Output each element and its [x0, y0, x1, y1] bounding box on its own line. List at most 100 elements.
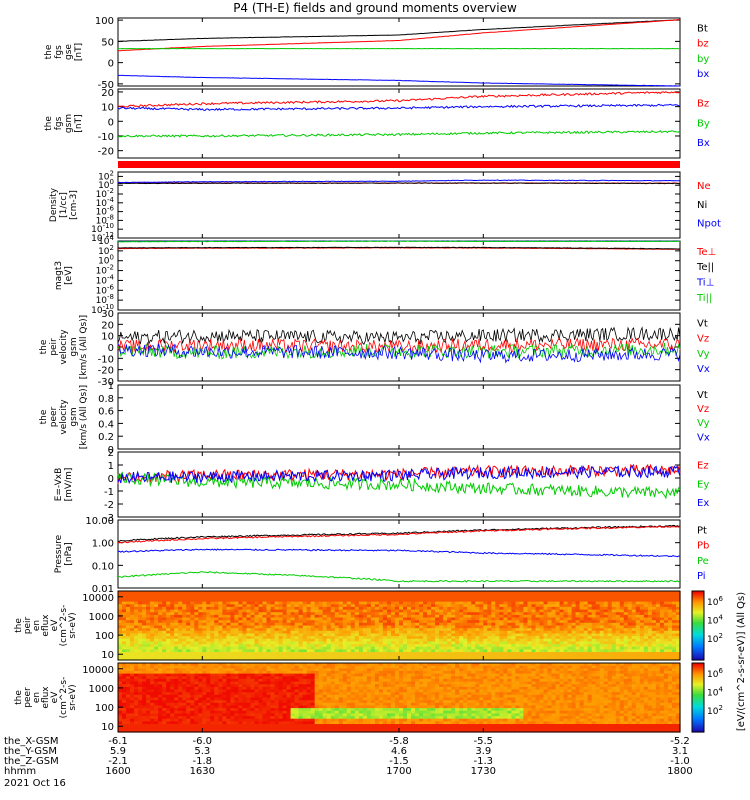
heatmap-cell	[198, 601, 203, 605]
heatmap-cell	[539, 649, 545, 653]
heatmap-cell	[655, 649, 661, 653]
heatmap-cell	[387, 601, 392, 605]
y-tick-label: 100	[98, 178, 114, 191]
heatmap-cell	[463, 625, 468, 629]
heatmap-cell	[258, 721, 264, 725]
heatmap-cell	[623, 636, 629, 640]
heatmap-cell	[655, 620, 661, 624]
heatmap-cell	[134, 684, 139, 688]
heatmap-cell	[202, 671, 207, 675]
panel-peir-velocity: -30-20-100102030thepeirvelocitygsm[km/s …	[39, 309, 710, 388]
heatmap-cell	[306, 617, 312, 621]
heatmap-cell	[142, 593, 147, 597]
heatmap-cell	[246, 673, 252, 677]
heatmap-cell	[166, 713, 171, 717]
heatmap-cell	[130, 678, 135, 683]
heatmap-cell	[218, 716, 223, 720]
heatmap-cell	[198, 697, 203, 701]
heatmap-cell	[463, 596, 468, 600]
heatmap-cell	[587, 612, 593, 616]
heatmap-cell	[222, 620, 227, 624]
heatmap-cell	[467, 641, 472, 645]
heatmap-cell	[170, 649, 175, 653]
heatmap-cell	[635, 638, 641, 643]
heatmap-cell	[266, 686, 272, 691]
heatmap-cell	[479, 630, 484, 635]
heatmap-cell	[595, 620, 601, 624]
heatmap-cell	[138, 726, 143, 730]
heatmap-cell	[411, 636, 416, 640]
heatmap-cell	[242, 718, 247, 722]
heatmap-cell	[366, 630, 372, 635]
heatmap-cell	[254, 673, 260, 677]
heatmap-cell	[254, 684, 260, 688]
heatmap-cell	[234, 702, 239, 707]
heatmap-cell	[258, 628, 264, 632]
heatmap-cell	[515, 593, 520, 597]
heatmap-cell	[166, 633, 171, 637]
heatmap-cell	[202, 676, 207, 680]
heatmap-cell	[194, 702, 199, 707]
heatmap-cell	[619, 636, 625, 640]
heatmap-cell	[158, 622, 163, 627]
heatmap-cell	[427, 625, 432, 629]
heatmap-cell	[126, 625, 131, 629]
heatmap-cell	[318, 649, 324, 653]
heatmap-cell	[154, 676, 159, 680]
heatmap-cell	[334, 599, 340, 603]
heatmap-cell	[138, 644, 143, 648]
heatmap-cell	[555, 646, 561, 650]
heatmap-cell	[374, 649, 380, 653]
heatmap-cell	[178, 702, 183, 707]
heatmap-cell	[350, 625, 356, 629]
heatmap-cell	[531, 599, 537, 603]
heatmap-cell	[166, 663, 171, 667]
heatmap-cell	[254, 700, 260, 704]
heatmap-cell	[126, 702, 131, 707]
y-tick-label: 20	[101, 320, 114, 331]
heatmap-cell	[182, 622, 187, 627]
heatmap-cell	[411, 609, 416, 613]
heatmap-cell	[138, 710, 143, 715]
heatmap-cell	[435, 633, 440, 637]
heatmap-cell	[346, 601, 352, 605]
heatmap-cell	[387, 593, 392, 597]
heatmap-cell	[374, 641, 380, 645]
legend-Vt: Vt	[697, 319, 708, 330]
heatmap-cell	[258, 641, 264, 645]
heatmap-cell	[435, 657, 440, 661]
heatmap-cell	[134, 673, 139, 677]
heatmap-cell	[551, 638, 557, 643]
heatmap-cell	[627, 644, 633, 648]
heatmap-cell	[358, 652, 364, 656]
heatmap-cell	[559, 625, 565, 629]
heatmap-cell	[186, 705, 191, 709]
heatmap-cell	[647, 617, 653, 621]
heatmap-cell	[619, 622, 625, 627]
heatmap-cell	[262, 641, 268, 645]
heatmap-cell	[218, 601, 223, 605]
heatmap-cell	[142, 729, 147, 733]
panel-frame	[117, 312, 681, 382]
heatmap-cell	[138, 721, 143, 725]
heatmap-cell	[575, 649, 581, 653]
heatmap-cell	[274, 657, 280, 661]
colorbar-tick-label: 104	[707, 613, 723, 626]
heatmap-cell	[238, 614, 243, 619]
heatmap-cell	[423, 654, 428, 658]
heatmap-cell	[366, 591, 372, 595]
heatmap-cell	[503, 614, 508, 619]
heatmap-cell	[206, 601, 211, 605]
heatmap-cell	[350, 644, 356, 648]
heatmap-cell	[503, 609, 508, 613]
heatmap-cell	[278, 644, 284, 648]
heatmap-cell	[154, 713, 159, 717]
heatmap-cell	[118, 665, 123, 669]
heatmap-cell	[463, 628, 468, 632]
heatmap-cell	[170, 593, 175, 597]
heatmap-cell	[643, 609, 649, 613]
heatmap-cell	[278, 617, 284, 621]
heatmap-cell	[134, 649, 139, 653]
heatmap-cell	[138, 671, 143, 675]
heatmap-cell	[198, 710, 203, 715]
